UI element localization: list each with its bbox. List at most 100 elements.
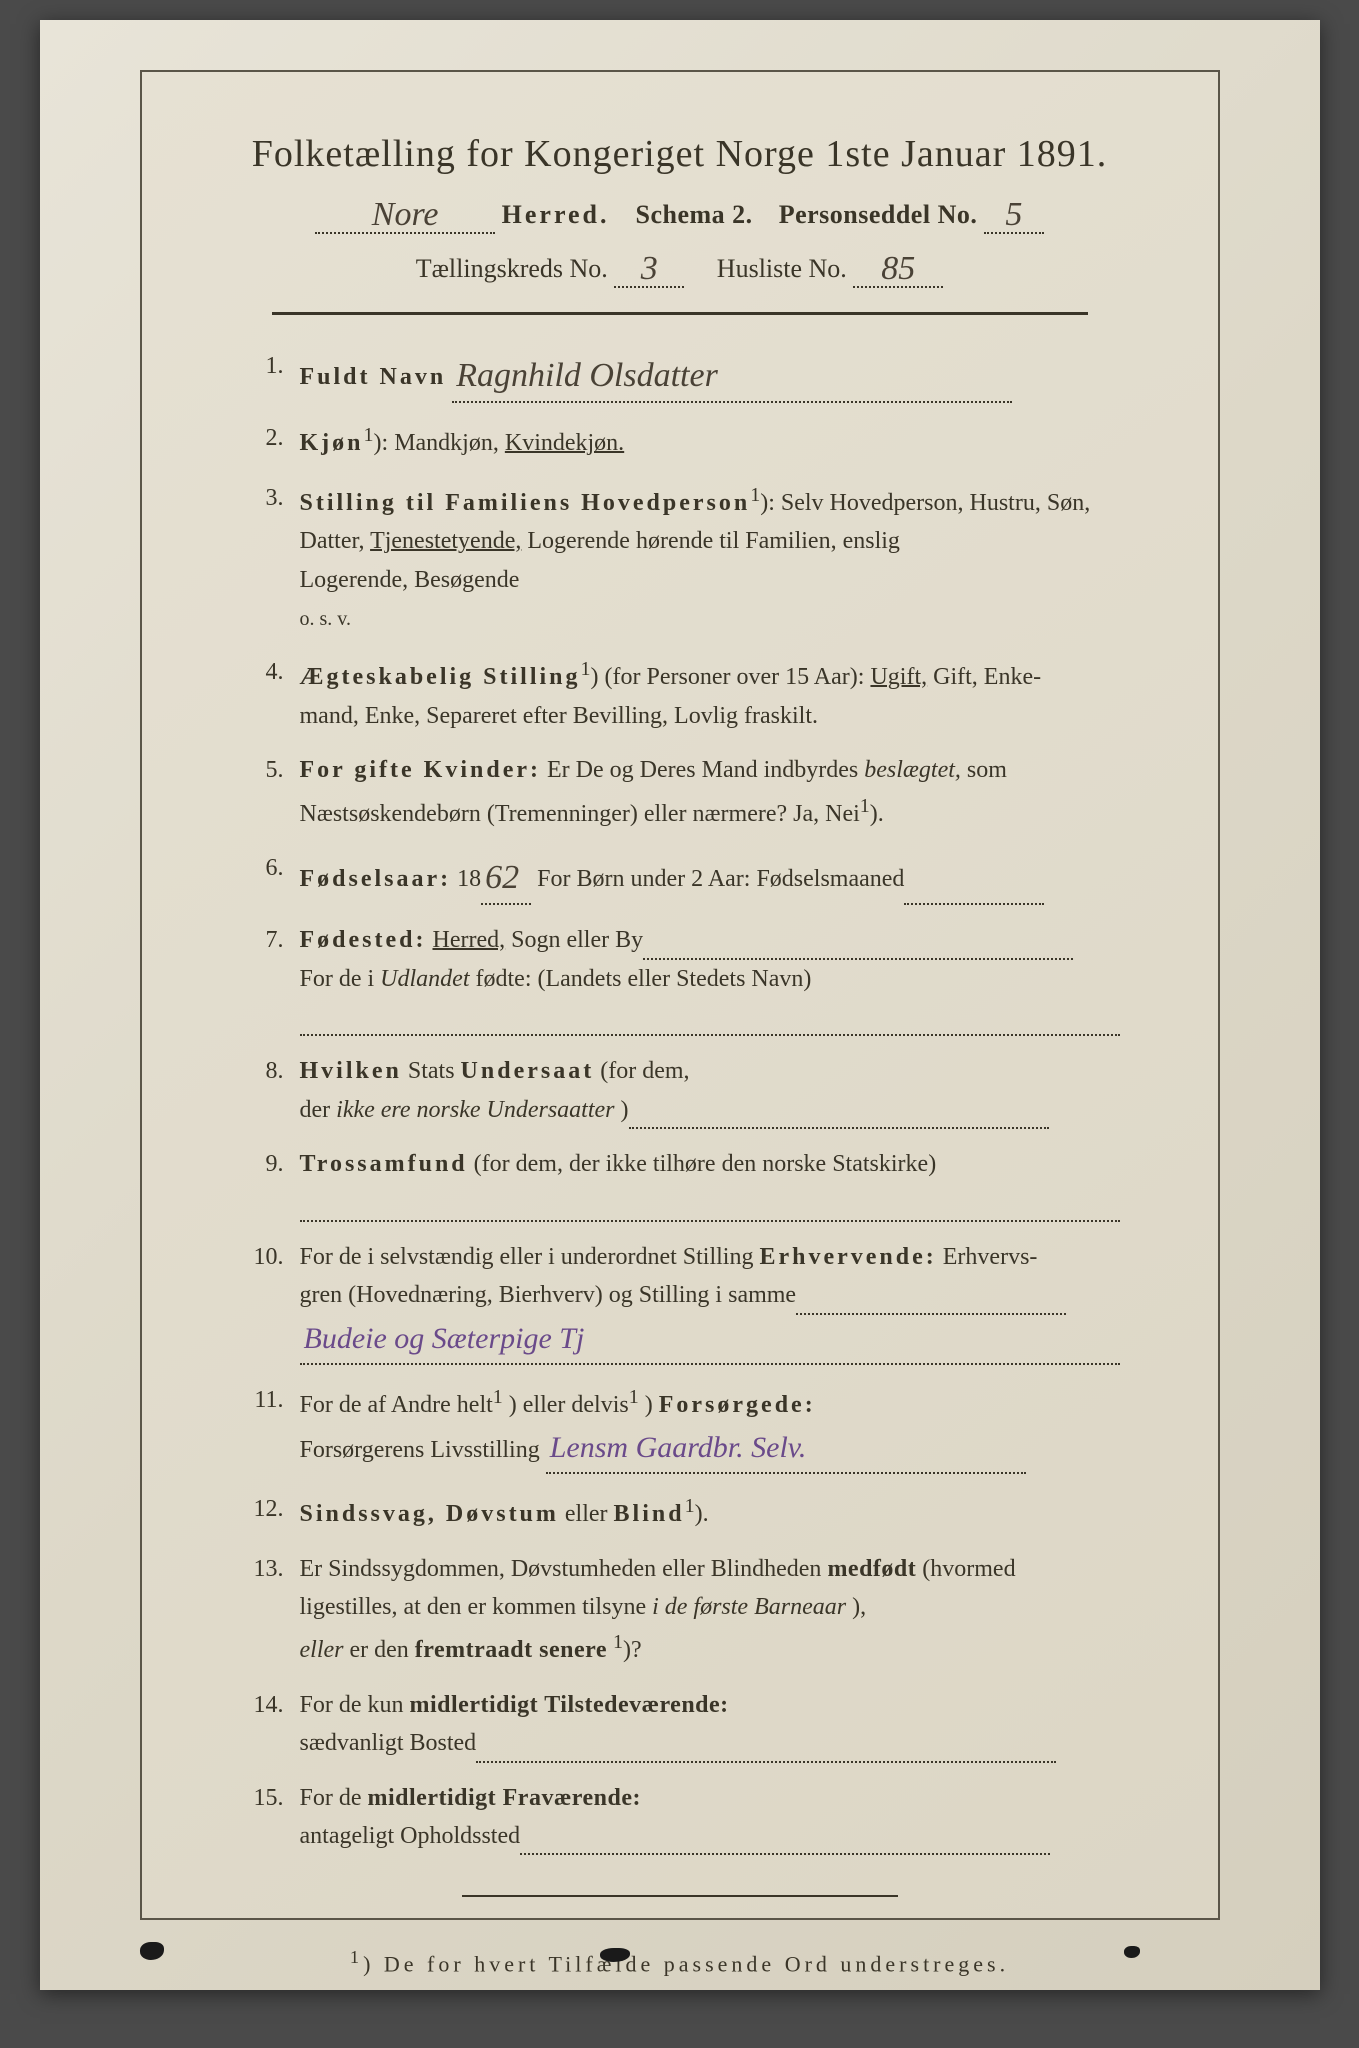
bold2: fremtraadt senere — [415, 1637, 607, 1663]
schema-label: Schema 2. — [636, 200, 753, 229]
option-male: Mandkjøn, — [394, 430, 505, 456]
field-content: Hvilken Stats Undersaat (for dem, der ik… — [300, 1052, 1118, 1129]
field-content: Fuldt Navn Ragnhild Olsdatter — [300, 347, 1118, 403]
text2: Erhvervs- — [943, 1244, 1038, 1270]
field-8: 8. Hvilken Stats Undersaat (for dem, der… — [242, 1052, 1118, 1129]
herred-label: Herred. — [502, 200, 610, 229]
religion-blank — [300, 1193, 1120, 1222]
text1: For de kun — [300, 1692, 410, 1718]
line2b: Logerende hørende til Familien, enslig — [527, 528, 900, 554]
line3a: eller — [300, 1637, 344, 1663]
form-body: 1. Fuldt Navn Ragnhild Olsdatter 2. Kjøn… — [212, 347, 1148, 1855]
line4: o. s. v. — [300, 608, 351, 630]
bold: midlertidigt Fraværende: — [368, 1785, 642, 1811]
line2: Forsørgerens Livsstilling — [300, 1437, 540, 1463]
field-13: 13. Er Sindssygdommen, Døvstumheden elle… — [242, 1550, 1118, 1670]
field-1: 1. Fuldt Navn Ragnhild Olsdatter — [242, 347, 1118, 403]
field-num: 1. — [242, 347, 300, 385]
field-15: 15. For de midlertidigt Fraværende: anta… — [242, 1779, 1118, 1856]
field-num: 13. — [242, 1550, 300, 1588]
text1: For de af Andre helt — [300, 1392, 493, 1418]
husliste-no: 85 — [881, 250, 915, 287]
selected-tjenestetyende: Tjenestetyende, — [370, 528, 521, 554]
line2a: der — [300, 1097, 337, 1123]
text2: (hvormed — [922, 1556, 1015, 1582]
label: Kjøn — [300, 430, 364, 456]
line2a: Datter, — [300, 528, 371, 554]
field-content: Ægteskabelig Stilling1) (for Personer ov… — [300, 653, 1118, 735]
sup: 1 — [613, 1631, 623, 1653]
ink-blot — [140, 1942, 164, 1960]
label2: Stats — [408, 1058, 461, 1084]
birth-year-value: 62 — [485, 859, 519, 896]
label: For gifte Kvinder: — [300, 757, 542, 783]
label2: Blind — [614, 1501, 685, 1527]
personseddel-no: 5 — [1005, 196, 1022, 233]
field-num: 5. — [242, 751, 300, 789]
sup1: 1 — [493, 1386, 503, 1408]
field-6: 6. Fødselsaar: 1862 For Børn under 2 Aar… — [242, 849, 1118, 905]
italic: i de første Barneaar — [652, 1594, 846, 1620]
text1: Er De og Deres Mand indbyrdes — [547, 757, 864, 783]
personseddel-label: Personseddel No. — [779, 200, 978, 229]
text1: (for dem, — [600, 1058, 689, 1084]
footnote-text: ) De for hvert Tilfælde passende Ord und… — [363, 1952, 1009, 1977]
line2: antageligt Opholdssted — [300, 1823, 521, 1849]
field-num: 11. — [242, 1381, 300, 1419]
end: ). — [695, 1501, 709, 1527]
field-9: 9. Trossamfund (for dem, der ikke tilhør… — [242, 1145, 1118, 1222]
field-content: Stilling til Familiens Hovedperson1): Se… — [300, 479, 1118, 638]
kreds-label: Tællingskreds No. — [416, 254, 608, 283]
line2: gren (Hovednæring, Bierhverv) og Stillin… — [300, 1282, 797, 1308]
line2end: ). — [870, 801, 884, 827]
occupation-dots — [796, 1286, 1066, 1315]
field-content: For de kun midlertidigt Tilstedeværende:… — [300, 1686, 1118, 1763]
label: Sindssvag, Døvstum — [300, 1501, 559, 1527]
label: Fødested: — [300, 927, 427, 953]
footnote: 1) De for hvert Tilfælde passende Ord un… — [212, 1947, 1148, 1977]
label: Ægteskabelig Stilling — [300, 664, 581, 690]
field-12: 12. Sindssvag, Døvstum eller Blind1). — [242, 1490, 1118, 1533]
kreds-no: 3 — [641, 250, 658, 287]
field-11: 11. For de af Andre helt1 ) eller delvis… — [242, 1381, 1118, 1474]
prefix: 18 — [457, 866, 481, 892]
field-content: Fødselsaar: 1862 For Børn under 2 Aar: F… — [300, 849, 1118, 905]
label1: Hvilken — [300, 1058, 402, 1084]
field-num: 8. — [242, 1052, 300, 1090]
label: Stilling til Familiens Hovedperson — [300, 490, 751, 516]
footnote-divider — [462, 1895, 898, 1897]
field-num: 7. — [242, 921, 300, 959]
text2: ) eller delvis — [509, 1392, 629, 1418]
line3b: er den — [349, 1637, 414, 1663]
text: (for dem, der ikke tilhøre den norske St… — [474, 1151, 937, 1177]
label3: Undersaat — [461, 1058, 595, 1084]
field-num: 2. — [242, 419, 300, 457]
text2: Gift, Enke- — [933, 664, 1041, 690]
text3: ) — [645, 1392, 659, 1418]
field-content: Fødested: Herred, Sogn eller By For de i… — [300, 921, 1120, 1036]
selected-ugift: Ugift, — [870, 664, 927, 690]
field-num: 12. — [242, 1490, 300, 1528]
herred-value: Nore — [372, 196, 439, 233]
ink-blot — [1124, 1946, 1140, 1958]
field-content: For de i selvstændig eller i underordnet… — [300, 1238, 1120, 1365]
header-divider — [272, 312, 1088, 315]
label: Fuldt Navn — [300, 364, 447, 390]
line3c: )? — [623, 1637, 642, 1663]
form-frame: Folketælling for Kongeriget Norge 1ste J… — [140, 70, 1220, 1920]
field-content: Kjøn1): Mandkjøn, Kvindekjøn. — [300, 419, 1118, 462]
text1: Er Sindssygdommen, Døvstumheden eller Bl… — [300, 1556, 828, 1582]
text2: som — [967, 757, 1007, 783]
birthplace-blank — [643, 931, 1073, 960]
field-10: 10. For de i selvstændig eller i underor… — [242, 1238, 1118, 1365]
line2: Næstsøskendebørn (Tremenninger) eller næ… — [300, 801, 860, 827]
header-line-1: Nore Herred. Schema 2. Personseddel No. … — [212, 194, 1148, 234]
field-num: 4. — [242, 653, 300, 691]
line2: mand, Enke, Separeret efter Bevilling, L… — [300, 703, 819, 729]
field-num: 6. — [242, 849, 300, 887]
occupation-value: Budeie og Sæterpige Tj — [304, 1322, 585, 1355]
line2a: ligestilles, at den er kommen tilsyne — [300, 1594, 653, 1620]
line2b: ) — [621, 1097, 629, 1123]
birth-month-blank — [904, 877, 1044, 906]
line2: sædvanligt Bosted — [300, 1730, 477, 1756]
